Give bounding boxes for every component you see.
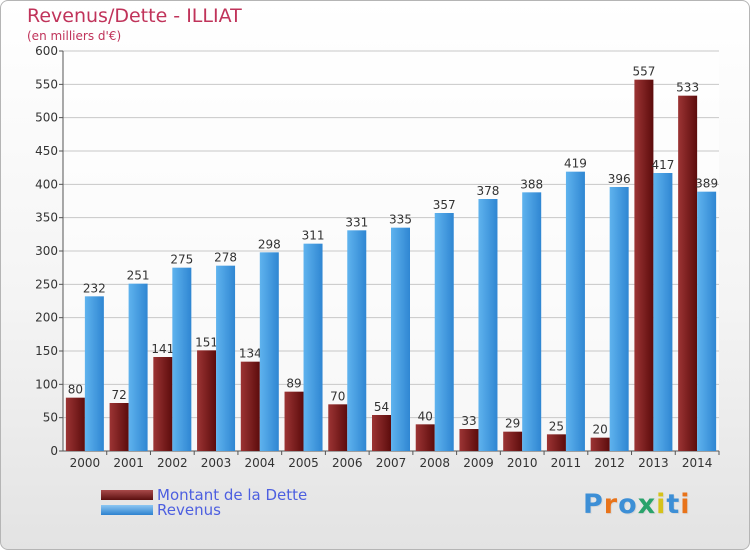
y-tick-label: 200 bbox=[35, 311, 58, 325]
x-tick-label: 2007 bbox=[376, 456, 407, 470]
y-tick-label: 550 bbox=[35, 77, 58, 91]
bar-revenus bbox=[609, 187, 629, 451]
data-label-revenus: 335 bbox=[389, 213, 412, 227]
data-label-dette: 151 bbox=[195, 335, 218, 349]
data-label-dette: 54 bbox=[374, 400, 389, 414]
data-label-revenus: 419 bbox=[564, 157, 587, 171]
legend-swatch-dette bbox=[101, 490, 153, 500]
data-label-revenus: 417 bbox=[651, 158, 674, 172]
bar-dette bbox=[372, 415, 391, 451]
y-tick-label: 450 bbox=[35, 144, 58, 158]
x-tick-label: 2012 bbox=[594, 456, 625, 470]
y-tick-label: 0 bbox=[50, 444, 58, 458]
data-label-revenus: 232 bbox=[83, 281, 106, 295]
x-tick-label: 2003 bbox=[201, 456, 232, 470]
bar-dette bbox=[197, 350, 217, 451]
bar-revenus bbox=[347, 230, 367, 451]
bar-dette bbox=[546, 434, 566, 451]
data-label-dette: 72 bbox=[111, 388, 126, 402]
data-label-revenus: 275 bbox=[170, 253, 193, 267]
bar-dette bbox=[328, 404, 348, 451]
x-tick-label: 2005 bbox=[288, 456, 319, 470]
y-tick-label: 250 bbox=[35, 277, 58, 291]
y-tick-label: 350 bbox=[35, 211, 58, 225]
data-label-revenus: 357 bbox=[433, 198, 456, 212]
bar-dette bbox=[634, 79, 654, 452]
chart-subtitle: (en milliers d'€) bbox=[27, 29, 122, 43]
y-tick-label: 600 bbox=[35, 44, 58, 58]
bar-revenus bbox=[128, 283, 148, 451]
data-label-dette: 40 bbox=[418, 409, 433, 423]
bar-revenus bbox=[697, 191, 717, 451]
bar-revenus bbox=[84, 296, 104, 451]
bar-dette bbox=[590, 437, 610, 451]
x-tick-label: 2001 bbox=[113, 456, 144, 470]
y-tick-label: 50 bbox=[43, 411, 58, 425]
bar-dette bbox=[153, 357, 173, 451]
x-tick-label: 2004 bbox=[245, 456, 276, 470]
bar-revenus bbox=[653, 173, 673, 451]
data-label-dette: 134 bbox=[239, 347, 262, 361]
data-label-dette: 33 bbox=[461, 414, 476, 428]
bar-revenus bbox=[478, 199, 498, 451]
data-label-dette: 141 bbox=[151, 342, 174, 356]
x-tick-label: 2014 bbox=[682, 456, 713, 470]
y-tick-label: 500 bbox=[35, 111, 58, 125]
legend-item-revenus: Revenus bbox=[101, 501, 221, 519]
bar-dette bbox=[240, 361, 260, 451]
data-label-dette: 89 bbox=[286, 377, 301, 391]
data-label-revenus: 298 bbox=[258, 237, 281, 251]
y-tick-label: 300 bbox=[35, 244, 58, 258]
y-tick-label: 150 bbox=[35, 344, 58, 358]
bar-dette bbox=[503, 431, 523, 451]
x-tick-label: 2008 bbox=[419, 456, 450, 470]
chart-title: Revenus/Dette - ILLIAT bbox=[27, 5, 242, 27]
data-label-revenus: 396 bbox=[608, 172, 631, 186]
data-label-revenus: 278 bbox=[214, 251, 237, 265]
bar-dette bbox=[65, 397, 85, 451]
data-label-dette: 557 bbox=[632, 65, 655, 79]
y-tick-label: 100 bbox=[35, 377, 58, 391]
legend-label-revenus: Revenus bbox=[157, 501, 221, 519]
data-label-dette: 80 bbox=[68, 383, 83, 397]
bar-revenus bbox=[565, 171, 585, 451]
x-tick-label: 2011 bbox=[551, 456, 582, 470]
data-label-dette: 25 bbox=[549, 419, 564, 433]
legend-label-dette: Montant de la Dette bbox=[157, 486, 308, 504]
data-label-revenus: 331 bbox=[345, 215, 368, 229]
data-label-revenus: 389 bbox=[695, 177, 718, 191]
bar-dette bbox=[284, 391, 304, 451]
y-tick-label: 400 bbox=[35, 177, 58, 191]
bar-revenus bbox=[259, 252, 279, 451]
proxiti-logo: Proxiti bbox=[583, 489, 691, 520]
bar-dette bbox=[415, 424, 435, 451]
data-label-dette: 533 bbox=[676, 81, 699, 95]
bar-revenus bbox=[303, 243, 323, 451]
bar-dette bbox=[678, 95, 698, 452]
data-label-revenus: 388 bbox=[520, 177, 543, 191]
data-label-revenus: 251 bbox=[127, 269, 150, 283]
x-tick-label: 2009 bbox=[463, 456, 494, 470]
x-tick-label: 2002 bbox=[157, 456, 188, 470]
bar-revenus bbox=[172, 267, 192, 451]
bar-revenus bbox=[434, 213, 454, 451]
bar-dette bbox=[459, 429, 479, 451]
data-label-dette: 29 bbox=[505, 417, 520, 431]
legend-swatch-revenus bbox=[101, 505, 153, 515]
bar-dette bbox=[109, 403, 129, 451]
bar-revenus bbox=[391, 227, 410, 451]
x-tick-label: 2006 bbox=[332, 456, 363, 470]
x-tick-label: 2013 bbox=[638, 456, 669, 470]
x-tick-label: 2000 bbox=[70, 456, 101, 470]
data-label-revenus: 311 bbox=[302, 229, 325, 243]
bar-revenus bbox=[522, 192, 542, 452]
data-label-dette: 70 bbox=[330, 389, 345, 403]
legend-item-dette: Montant de la Dette bbox=[101, 486, 308, 504]
data-label-dette: 20 bbox=[593, 423, 608, 437]
bar-revenus bbox=[216, 265, 236, 451]
x-tick-label: 2010 bbox=[507, 456, 538, 470]
data-label-revenus: 378 bbox=[477, 184, 500, 198]
